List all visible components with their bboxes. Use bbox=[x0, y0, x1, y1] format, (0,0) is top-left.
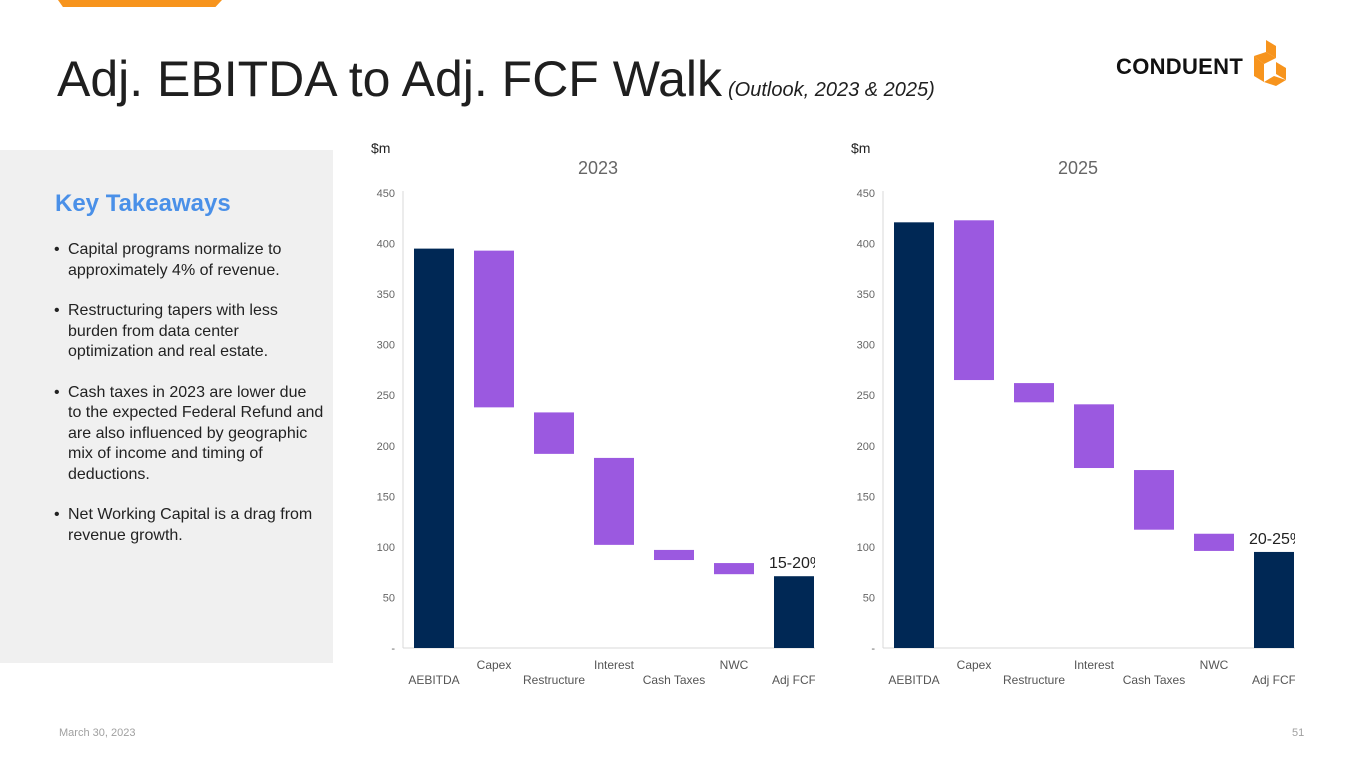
y-tick-label: 250 bbox=[857, 390, 875, 402]
bar-restructure bbox=[534, 412, 574, 454]
key-takeaways-panel: Key Takeaways Capital programs normalize… bbox=[0, 150, 333, 663]
chart-title: 2025 bbox=[1058, 158, 1098, 178]
page-number: 51 bbox=[1292, 727, 1305, 739]
x-tick-label: Capex bbox=[957, 658, 992, 672]
fcf-conversion-annotation: 15-20% bbox=[769, 555, 815, 572]
title-text: Adj. EBITDA to Adj. FCF Walk bbox=[57, 51, 722, 107]
page-title: Adj. EBITDA to Adj. FCF Walk (Outlook, 20… bbox=[57, 50, 935, 108]
x-tick-label: Adj FCF bbox=[1252, 673, 1295, 687]
bar-adj-fcf bbox=[1254, 551, 1294, 648]
bar-adj-fcf bbox=[774, 576, 814, 648]
conduent-logo: CONDUENT bbox=[1116, 38, 1296, 88]
fcf-conversion-annotation: 20-25% bbox=[1249, 531, 1295, 548]
waterfall-chart-2025: $m 2025 - 50 100 150 200 250 300 350 400 450 AEBITDA… bbox=[851, 140, 1295, 687]
y-tick-label: 350 bbox=[857, 289, 875, 301]
y-tick-label: 350 bbox=[377, 289, 395, 301]
bar-capex bbox=[474, 250, 514, 408]
bar-cash-taxes bbox=[1134, 470, 1174, 530]
y-tick-label: 100 bbox=[857, 542, 875, 554]
y-tick-label: 200 bbox=[857, 441, 875, 453]
x-tick-label: Cash Taxes bbox=[1123, 673, 1185, 687]
y-unit-label: $m bbox=[371, 140, 390, 156]
x-tick-label: Restructure bbox=[1003, 673, 1065, 687]
y-tick-label: 400 bbox=[377, 239, 395, 251]
bar-aebitda bbox=[894, 222, 934, 649]
x-tick-label: Interest bbox=[1074, 658, 1115, 672]
y-unit-label: $m bbox=[851, 140, 870, 156]
x-tick-label: Cash Taxes bbox=[643, 673, 705, 687]
y-tick-label: 150 bbox=[377, 491, 395, 503]
key-takeaways-title: Key Takeaways bbox=[55, 190, 231, 217]
bar-capex bbox=[954, 220, 994, 381]
y-tick-label: 50 bbox=[863, 592, 875, 604]
x-tick-label: Adj FCF bbox=[772, 673, 815, 687]
x-tick-label: NWC bbox=[1200, 658, 1229, 672]
subtitle-text: (Outlook, 2023 & 2025) bbox=[728, 79, 935, 101]
bar-interest bbox=[594, 457, 634, 545]
x-tick-label: Capex bbox=[477, 658, 512, 672]
y-tick-label: - bbox=[391, 643, 395, 655]
y-tick-label: 300 bbox=[857, 340, 875, 352]
bar-nwc bbox=[714, 563, 754, 575]
takeaway-bullet: Capital programs normalize to approximat… bbox=[54, 240, 324, 281]
y-tick-label: 250 bbox=[377, 390, 395, 402]
x-tick-label: NWC bbox=[720, 658, 749, 672]
x-tick-label: AEBITDA bbox=[888, 673, 939, 687]
footer-date: March 30, 2023 bbox=[59, 727, 136, 739]
logo-wordmark: CONDUENT bbox=[1116, 54, 1244, 79]
bar-interest bbox=[1074, 404, 1114, 469]
logo-mark-icon bbox=[1254, 40, 1286, 86]
x-tick-label: Interest bbox=[594, 658, 635, 672]
x-tick-label: AEBITDA bbox=[408, 673, 459, 687]
y-tick-label: 50 bbox=[383, 592, 395, 604]
chart-title: 2023 bbox=[578, 158, 618, 178]
bar-aebitda bbox=[414, 248, 454, 648]
y-tick-label: 100 bbox=[377, 542, 395, 554]
takeaways-list: Capital programs normalize to approximat… bbox=[54, 240, 324, 566]
top-accent-bar bbox=[58, 0, 222, 7]
takeaway-bullet: Restructuring tapers with less burden fr… bbox=[54, 301, 324, 363]
x-tick-label: Restructure bbox=[523, 673, 585, 687]
bar-restructure bbox=[1014, 383, 1054, 403]
y-tick-label: 450 bbox=[377, 188, 395, 200]
y-tick-label: 150 bbox=[857, 491, 875, 503]
y-tick-label: 300 bbox=[377, 340, 395, 352]
y-tick-label: 400 bbox=[857, 239, 875, 251]
bar-cash-taxes bbox=[654, 549, 694, 561]
takeaway-bullet: Cash taxes in 2023 are lower due to the … bbox=[54, 383, 324, 486]
takeaway-bullet: Net Working Capital is a drag from reven… bbox=[54, 505, 324, 546]
waterfall-chart-2023: $m 2023 - 50 100 150 200 250 300 350 400 450 AEBITDA… bbox=[371, 140, 815, 687]
y-tick-label: 200 bbox=[377, 441, 395, 453]
y-tick-label: 450 bbox=[857, 188, 875, 200]
y-tick-label: - bbox=[871, 643, 875, 655]
bar-nwc bbox=[1194, 533, 1234, 551]
